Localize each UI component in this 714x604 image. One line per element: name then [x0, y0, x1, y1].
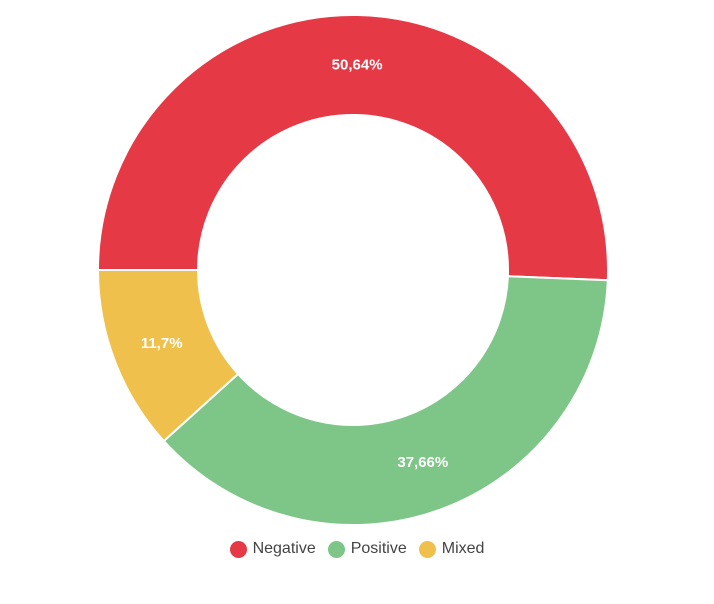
- legend-item-negative[interactable]: Negative: [229, 540, 316, 558]
- slice-label-negative: 50,64%: [332, 57, 383, 74]
- slice-negative[interactable]: [96, 14, 609, 282]
- slices-group: [96, 14, 609, 526]
- slice-positive[interactable]: [162, 275, 609, 526]
- legend-label-positive: Positive: [350, 540, 407, 557]
- slice-mixed[interactable]: [96, 269, 240, 443]
- slice-label-mixed: 11,7%: [141, 335, 183, 352]
- legend-label-mixed: Mixed: [441, 540, 485, 557]
- legend-label-negative: Negative: [252, 540, 316, 557]
- slice-label-positive: 37,66%: [397, 454, 448, 471]
- legend-item-mixed[interactable]: Mixed: [418, 540, 485, 558]
- legend-swatch-mixed: [418, 540, 436, 558]
- legend-item-positive[interactable]: Positive: [327, 540, 407, 558]
- legend-swatch-negative: [229, 540, 247, 558]
- slice-labels-group: 50,64% 37,66% 11,7%: [141, 57, 448, 472]
- legend: Negative Positive Mixed: [0, 536, 714, 562]
- legend-swatch-positive: [327, 540, 345, 558]
